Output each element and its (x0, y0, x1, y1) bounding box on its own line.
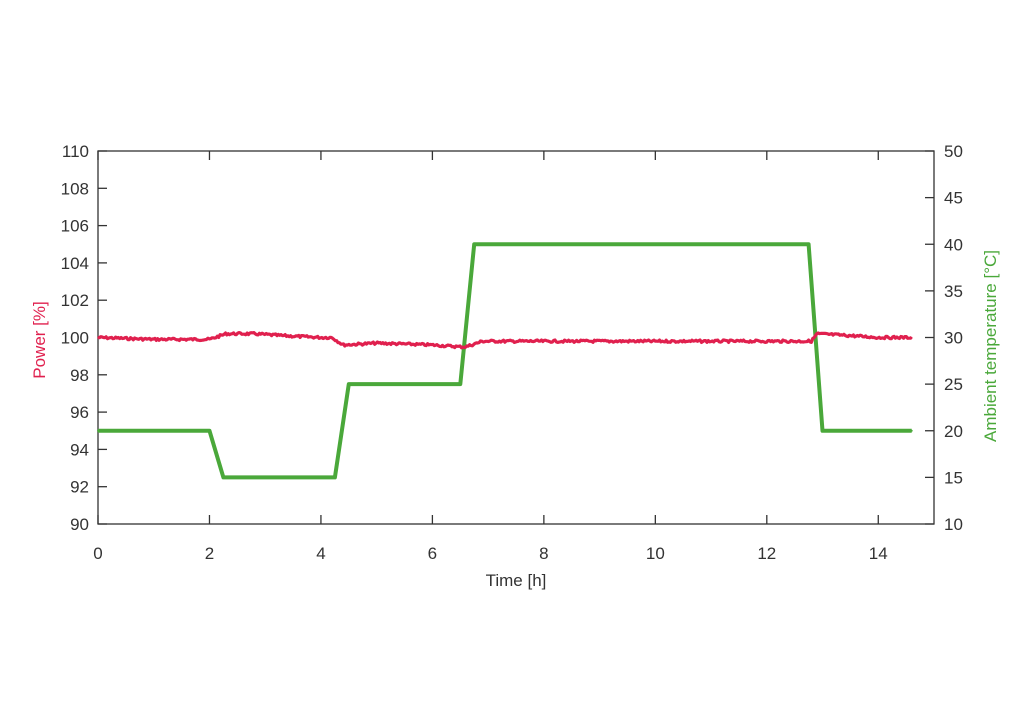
right-y-tick-label: 40 (944, 235, 963, 254)
temperature-data-point (333, 476, 336, 479)
temperature-data-point (910, 429, 913, 432)
series-layer (97, 242, 913, 480)
right-y-tick-label: 35 (944, 282, 963, 301)
x-tick-label: 0 (93, 544, 102, 563)
right-y-axis-title: Ambient temperature [°C] (981, 250, 1000, 442)
power-data-point (626, 340, 629, 343)
right-y-tick-label: 30 (944, 329, 963, 348)
temperature-series-line (98, 242, 912, 480)
left-y-tick-label: 104 (61, 254, 89, 273)
x-axis-title: Time [h] (486, 571, 547, 590)
x-tick-label: 4 (316, 544, 325, 563)
left-y-axis-title: Power [%] (30, 301, 49, 378)
right-y-tick-label: 50 (944, 142, 963, 161)
x-tick-label: 12 (757, 544, 776, 563)
x-tick-label: 8 (539, 544, 548, 563)
temperature-data-point (459, 383, 462, 386)
temperature-data-point (222, 476, 225, 479)
left-y-tick-label: 100 (61, 329, 89, 348)
power-data-point (481, 340, 484, 343)
left-y-tick-label: 90 (70, 515, 89, 534)
left-y-tick-label: 96 (70, 403, 89, 422)
power-data-point (849, 334, 852, 337)
power-data-point (738, 340, 740, 343)
power-data-point (910, 336, 913, 339)
power-series-line (97, 331, 913, 350)
power-data-point (431, 344, 434, 346)
left-y-tick-label: 92 (70, 478, 89, 497)
x-tick-label: 14 (869, 544, 888, 563)
power-data-point (793, 340, 796, 343)
x-tick-label: 6 (428, 544, 437, 563)
power-data-point (459, 346, 462, 348)
power-data-point (97, 336, 99, 339)
right-y-axis-ticks: 10 15 20 25 30 35 40 45 50 (925, 142, 963, 534)
left-y-tick-label: 102 (61, 291, 89, 310)
left-y-tick-label: 110 (62, 142, 89, 161)
temperature-data-point (821, 429, 824, 432)
plot-frame (97, 150, 935, 525)
left-y-tick-label: 94 (70, 440, 89, 459)
right-y-tick-label: 10 (944, 515, 963, 534)
power-data-point (208, 338, 211, 341)
power-data-point (515, 340, 517, 343)
x-tick-label: 10 (646, 544, 665, 563)
power-data-point (331, 336, 333, 339)
left-y-tick-label: 108 (61, 179, 89, 198)
power-data-point (342, 344, 345, 346)
power-data-point (281, 334, 283, 337)
temperature-data-point (473, 243, 476, 246)
power-data-point (816, 332, 818, 335)
power-data-point (810, 340, 813, 343)
power-data-point (253, 332, 255, 335)
left-y-tick-label: 98 (70, 366, 89, 385)
power-data-point (152, 338, 155, 341)
left-y-tick-label: 106 (61, 217, 89, 236)
power-data-point (877, 336, 880, 339)
x-tick-label: 2 (205, 544, 214, 563)
temperature-data-point (208, 429, 211, 432)
power-data-point (225, 332, 227, 335)
power-data-point (320, 336, 322, 339)
right-y-tick-label: 20 (944, 422, 963, 441)
x-axis-ticks: 0 2 4 6 8 10 12 14 (93, 151, 888, 563)
right-y-tick-label: 45 (944, 189, 963, 208)
temperature-data-point (347, 383, 350, 386)
left-y-axis-ticks: 90 92 94 96 98 100 102 104 106 108 110 (61, 142, 107, 534)
right-y-tick-label: 25 (944, 375, 963, 394)
temperature-data-point (97, 429, 99, 432)
right-y-tick-label: 15 (944, 468, 963, 487)
power-data-point (682, 340, 684, 343)
power-data-point (570, 340, 573, 343)
power-data-point (465, 346, 467, 348)
power-data-point (375, 342, 378, 344)
temperature-data-point (807, 243, 810, 246)
